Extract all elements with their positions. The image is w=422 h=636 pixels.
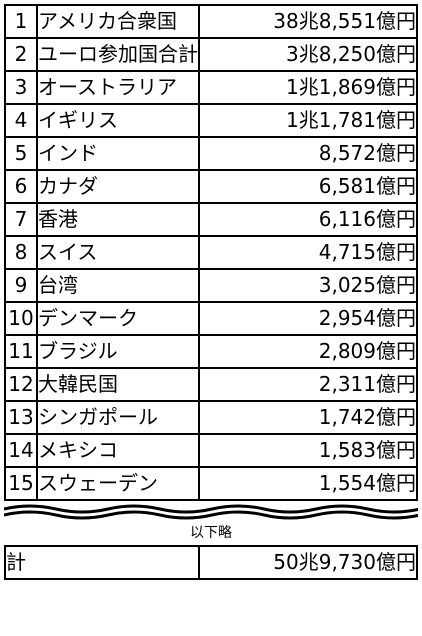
country-cell: アメリカ合衆国 bbox=[36, 4, 200, 39]
country-cell: 大韓民国 bbox=[36, 367, 200, 402]
amount-cell: 2,809億円 bbox=[198, 334, 418, 369]
country-cell: インド bbox=[36, 136, 200, 171]
table-row: 6 カナダ 6,581億円 bbox=[4, 169, 418, 204]
country-cell: シンガポール bbox=[36, 400, 200, 435]
table-row: 9 台湾 3,025億円 bbox=[4, 268, 418, 303]
total-label: 計 bbox=[4, 545, 200, 580]
wavy-break-divider bbox=[4, 501, 418, 523]
amount-cell: 1,554億円 bbox=[198, 466, 418, 501]
amount-cell: 6,116億円 bbox=[198, 202, 418, 237]
table-row: 8 スイス 4,715億円 bbox=[4, 235, 418, 270]
table-row: 12 大韓民国 2,311億円 bbox=[4, 367, 418, 402]
rank-cell: 9 bbox=[4, 268, 38, 303]
amount-cell: 1,583億円 bbox=[198, 433, 418, 468]
country-cell: ブラジル bbox=[36, 334, 200, 369]
rank-cell: 11 bbox=[4, 334, 38, 369]
rank-cell: 2 bbox=[4, 37, 38, 72]
omitted-note: 以下略 bbox=[190, 525, 232, 541]
country-cell: カナダ bbox=[36, 169, 200, 204]
table-row: 5 インド 8,572億円 bbox=[4, 136, 418, 171]
amount-cell: 1兆1,869億円 bbox=[198, 70, 418, 105]
rank-cell: 15 bbox=[4, 466, 38, 501]
table-row: 7 香港 6,116億円 bbox=[4, 202, 418, 237]
rank-cell: 6 bbox=[4, 169, 38, 204]
rank-cell: 4 bbox=[4, 103, 38, 138]
rank-cell: 3 bbox=[4, 70, 38, 105]
table-row: 4 イギリス 1兆1,781億円 bbox=[4, 103, 418, 138]
ranking-table-body: 1 アメリカ合衆国 38兆8,551億円 2 ユーロ参加国合計 3兆8,250億円 3 オース… bbox=[4, 4, 418, 501]
wavy-break-icon bbox=[4, 504, 418, 520]
amount-cell: 3兆8,250億円 bbox=[198, 37, 418, 72]
rank-cell: 1 bbox=[4, 4, 38, 39]
total-row: 計 50兆9,730億円 bbox=[4, 545, 418, 580]
country-cell: イギリス bbox=[36, 103, 200, 138]
amount-cell: 3,025億円 bbox=[198, 268, 418, 303]
ranking-document: 1 アメリカ合衆国 38兆8,551億円 2 ユーロ参加国合計 3兆8,250億円 3 オース… bbox=[4, 4, 418, 580]
country-cell: スイス bbox=[36, 235, 200, 270]
country-cell: スウェーデン bbox=[36, 466, 200, 501]
country-cell: 香港 bbox=[36, 202, 200, 237]
table-row: 11 ブラジル 2,809億円 bbox=[4, 334, 418, 369]
amount-cell: 4,715億円 bbox=[198, 235, 418, 270]
total-table: 計 50兆9,730億円 bbox=[4, 545, 418, 580]
rank-cell: 12 bbox=[4, 367, 38, 402]
rank-cell: 5 bbox=[4, 136, 38, 171]
table-row: 1 アメリカ合衆国 38兆8,551億円 bbox=[4, 4, 418, 39]
country-cell: ユーロ参加国合計 bbox=[36, 37, 200, 72]
table-row: 14 メキシコ 1,583億円 bbox=[4, 433, 418, 468]
rank-cell: 13 bbox=[4, 400, 38, 435]
amount-cell: 2,311億円 bbox=[198, 367, 418, 402]
amount-cell: 38兆8,551億円 bbox=[198, 4, 418, 39]
country-cell: オーストラリア bbox=[36, 70, 200, 105]
table-row: 3 オーストラリア 1兆1,869億円 bbox=[4, 70, 418, 105]
amount-cell: 1兆1,781億円 bbox=[198, 103, 418, 138]
table-row: 2 ユーロ参加国合計 3兆8,250億円 bbox=[4, 37, 418, 72]
amount-cell: 6,581億円 bbox=[198, 169, 418, 204]
table-row: 10 デンマーク 2,954億円 bbox=[4, 301, 418, 336]
amount-cell: 2,954億円 bbox=[198, 301, 418, 336]
table-row: 15 スウェーデン 1,554億円 bbox=[4, 466, 418, 501]
country-cell: メキシコ bbox=[36, 433, 200, 468]
total-amount: 50兆9,730億円 bbox=[198, 545, 418, 580]
ranking-table: 1 アメリカ合衆国 38兆8,551億円 2 ユーロ参加国合計 3兆8,250億円 3 オース… bbox=[4, 4, 418, 501]
amount-cell: 1,742億円 bbox=[198, 400, 418, 435]
rank-cell: 8 bbox=[4, 235, 38, 270]
rank-cell: 7 bbox=[4, 202, 38, 237]
amount-cell: 8,572億円 bbox=[198, 136, 418, 171]
table-row: 13 シンガポール 1,742億円 bbox=[4, 400, 418, 435]
rank-cell: 14 bbox=[4, 433, 38, 468]
country-cell: デンマーク bbox=[36, 301, 200, 336]
country-cell: 台湾 bbox=[36, 268, 200, 303]
rank-cell: 10 bbox=[4, 301, 38, 336]
